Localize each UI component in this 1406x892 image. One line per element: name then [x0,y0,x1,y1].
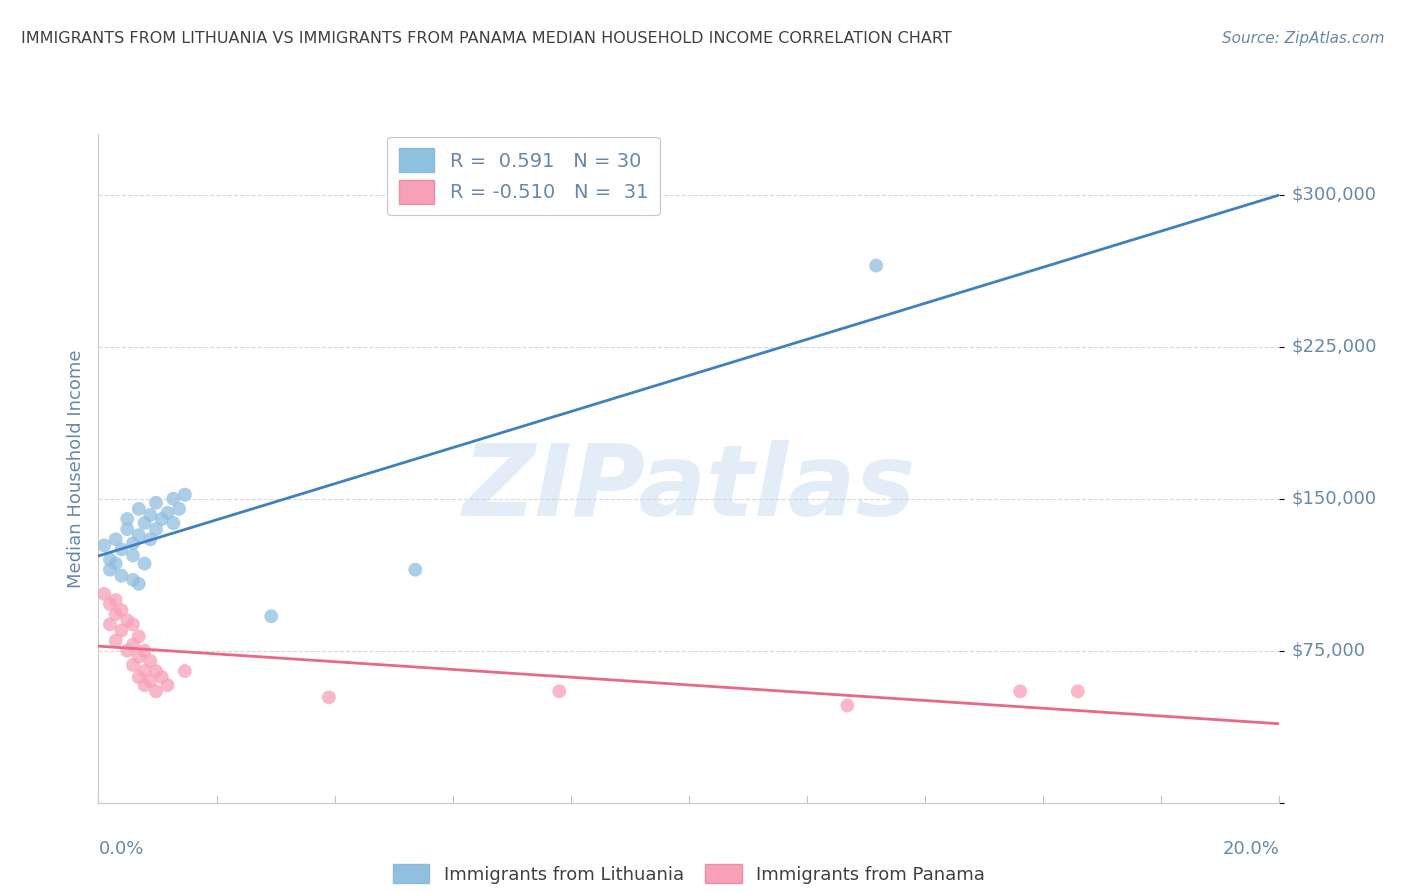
Point [115,522,138,536]
Point [139,654,162,668]
Point [1010,684,1032,698]
Point [122,549,145,563]
Point [145,664,167,678]
Point [104,593,127,607]
Text: $300,000: $300,000 [1291,186,1376,203]
Point [122,536,145,550]
Point [865,259,887,273]
Point [104,533,127,547]
Point [260,609,283,624]
Point [145,684,167,698]
Point [134,644,156,658]
Text: $150,000: $150,000 [1291,490,1376,508]
Point [156,678,179,692]
Text: $75,000: $75,000 [1291,641,1365,660]
Point [93,587,115,601]
Point [139,674,162,689]
Point [122,638,145,652]
Point [145,522,167,536]
Point [98,563,121,577]
Point [150,670,173,684]
Point [134,516,156,530]
Legend: Immigrants from Lithuania, Immigrants from Panama: Immigrants from Lithuania, Immigrants fr… [384,855,994,892]
Point [128,630,150,644]
Point [134,678,156,692]
Point [162,516,184,530]
Point [128,528,150,542]
Point [162,491,184,506]
Point [115,613,138,627]
Point [122,617,145,632]
Point [837,698,859,713]
Y-axis label: Median Household Income: Median Household Income [66,349,84,588]
Point [98,597,121,611]
Point [122,573,145,587]
Point [104,607,127,622]
Point [134,664,156,678]
Text: ZIPatlas: ZIPatlas [463,440,915,537]
Point [128,670,150,684]
Point [150,512,173,526]
Point [115,512,138,526]
Text: IMMIGRANTS FROM LITHUANIA VS IMMIGRANTS FROM PANAMA MEDIAN HOUSEHOLD INCOME CORR: IMMIGRANTS FROM LITHUANIA VS IMMIGRANTS … [21,31,952,46]
Point [115,644,138,658]
Point [110,542,132,557]
Point [110,603,132,617]
Point [110,568,132,582]
Point [548,684,571,698]
Point [128,501,150,516]
Point [139,508,162,522]
Point [318,690,340,705]
Point [122,657,145,672]
Point [98,617,121,632]
Text: 20.0%: 20.0% [1223,839,1279,857]
Point [128,649,150,664]
Text: Source: ZipAtlas.com: Source: ZipAtlas.com [1222,31,1385,46]
Point [145,496,167,510]
Point [134,557,156,571]
Point [139,533,162,547]
Point [104,557,127,571]
Text: 0.0%: 0.0% [98,839,143,857]
Point [173,488,195,502]
Point [98,552,121,566]
Point [1067,684,1090,698]
Point [93,538,115,552]
Point [167,501,190,516]
Point [128,577,150,591]
Point [173,664,195,678]
Point [110,624,132,638]
Text: $225,000: $225,000 [1291,338,1376,356]
Point [104,633,127,648]
Point [404,563,426,577]
Point [156,506,179,520]
